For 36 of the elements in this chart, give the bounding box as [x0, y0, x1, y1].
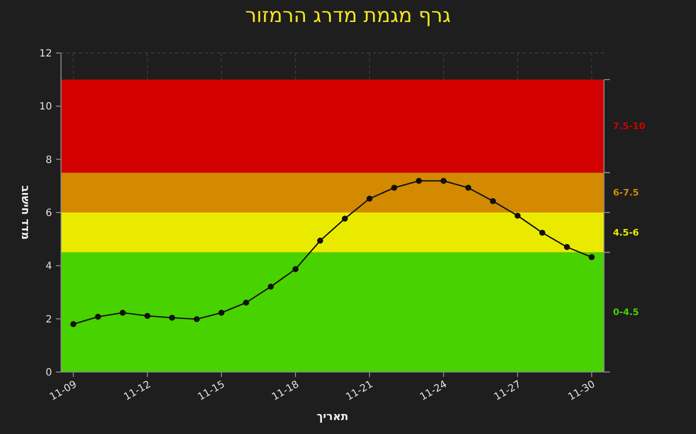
point	[465, 184, 472, 191]
y-tick-label: 0	[46, 368, 52, 378]
point	[292, 266, 298, 272]
point	[169, 314, 176, 321]
point	[95, 314, 102, 320]
point	[539, 230, 546, 236]
band-label: 0-4.5	[613, 308, 639, 318]
point	[243, 300, 250, 306]
point	[490, 198, 496, 204]
point	[588, 254, 595, 260]
y-axis-title: מדד חישוב	[19, 185, 32, 240]
point	[514, 212, 521, 219]
band-label: 4.5-6	[613, 228, 639, 238]
point	[391, 184, 398, 191]
y-tick-label: 12	[39, 48, 52, 60]
point	[218, 310, 224, 316]
point	[366, 196, 373, 202]
point	[416, 178, 422, 184]
point	[440, 178, 447, 184]
point	[144, 312, 150, 319]
point	[342, 216, 348, 222]
band-label: 6-7.5	[613, 188, 639, 199]
x-axis-title: תאריך	[316, 410, 348, 423]
chart-title: גרף מגמת מדרג הרמזור	[245, 3, 451, 27]
point	[120, 310, 126, 316]
point	[194, 316, 200, 322]
y-tick-label: 10	[39, 102, 52, 113]
point	[564, 244, 570, 250]
band-label: 7.5-10	[613, 122, 646, 132]
y-tick-label: 8	[46, 154, 52, 166]
point	[70, 321, 76, 328]
point	[317, 238, 324, 244]
y-tick-label: 4	[46, 261, 52, 272]
y-tick-label: 2	[46, 314, 52, 326]
point	[268, 284, 274, 290]
y-tick-label: 6	[46, 208, 52, 219]
